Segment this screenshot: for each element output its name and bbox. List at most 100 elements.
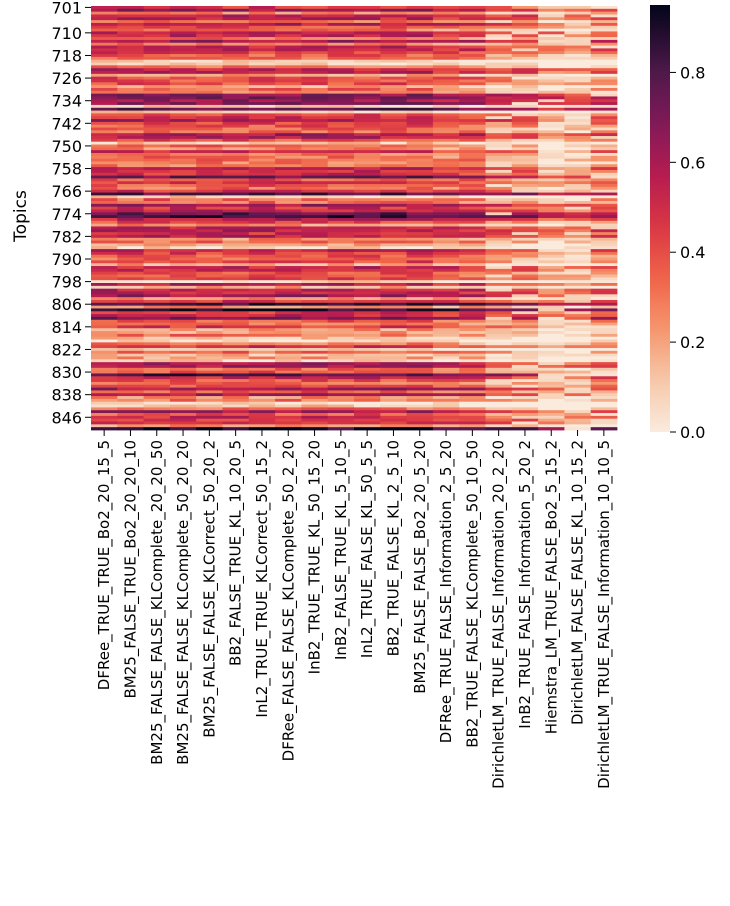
- heatmap-cell: [538, 424, 565, 428]
- heatmap-cell: [564, 68, 592, 72]
- heatmap-cell: [538, 410, 565, 414]
- heatmap-cell: [485, 325, 513, 329]
- heatmap-cell: [275, 427, 302, 431]
- heatmap-cell: [406, 6, 434, 10]
- heatmap-cell: [380, 85, 407, 89]
- heatmap-cell: [590, 427, 618, 431]
- heatmap-cell: [275, 144, 302, 148]
- heatmap-cell: [222, 305, 250, 309]
- heatmap-cell: [275, 353, 302, 357]
- heatmap-cell: [459, 285, 486, 290]
- heatmap-cell: [222, 73, 250, 78]
- heatmap-cell: [485, 14, 513, 18]
- heatmap-cell: [485, 237, 513, 242]
- heatmap-cell: [196, 28, 223, 32]
- heatmap-cell: [564, 195, 592, 199]
- heatmap-cell: [432, 418, 460, 422]
- heatmap-cell: [91, 362, 118, 366]
- heatmap-cell: [196, 136, 223, 140]
- heatmap-cell: [169, 150, 197, 154]
- heatmap-cell: [538, 130, 565, 134]
- heatmap-cell: [590, 325, 618, 329]
- heatmap-cell: [485, 266, 513, 270]
- heatmap-cell: [380, 65, 407, 69]
- heatmap-cell: [511, 348, 539, 352]
- heatmap-cell: [485, 147, 513, 151]
- heatmap-cell: [406, 251, 434, 256]
- heatmap-cell: [432, 266, 460, 270]
- heatmap-cell: [248, 181, 276, 185]
- heatmap-cell: [222, 407, 250, 411]
- heatmap-cell: [248, 215, 276, 219]
- heatmap-cell: [196, 158, 223, 162]
- heatmap-cell: [511, 178, 539, 182]
- heatmap-cell: [380, 28, 407, 32]
- heatmap-cell: [406, 254, 434, 258]
- heatmap-cell: [275, 376, 302, 380]
- y-tick-label: 774: [51, 205, 82, 224]
- heatmap-cell: [248, 266, 276, 270]
- heatmap-cell: [196, 121, 223, 126]
- heatmap-cell: [91, 257, 118, 261]
- heatmap-cell: [406, 285, 434, 290]
- heatmap-cell: [432, 396, 460, 400]
- heatmap-cell: [143, 415, 171, 420]
- heatmap-cell: [406, 133, 434, 137]
- heatmap-cell: [248, 424, 276, 428]
- heatmap-cell: [248, 294, 276, 298]
- heatmap-cell: [354, 263, 381, 267]
- heatmap-cell: [196, 240, 223, 244]
- heatmap-cell: [459, 121, 486, 126]
- heatmap-cell: [143, 333, 171, 338]
- heatmap-cell: [222, 62, 250, 66]
- y-tick-label: 726: [51, 69, 82, 88]
- heatmap-cell: [564, 218, 592, 222]
- heatmap-cell: [590, 232, 618, 236]
- heatmap-cell: [222, 384, 250, 388]
- y-tick-label: 710: [51, 24, 82, 43]
- heatmap-cell: [406, 56, 434, 61]
- heatmap-cell: [459, 99, 486, 103]
- heatmap-cell: [91, 59, 118, 63]
- heatmap-cell: [248, 17, 276, 21]
- heatmap-cell: [301, 257, 329, 261]
- heatmap-cell: [380, 48, 407, 52]
- heatmap-cell: [275, 76, 302, 80]
- heatmap-cell: [380, 376, 407, 380]
- heatmap-cell: [564, 322, 592, 326]
- heatmap-cell: [380, 314, 407, 318]
- heatmap-cell: [301, 311, 329, 315]
- heatmap-cell: [117, 192, 144, 196]
- heatmap-cell: [143, 401, 171, 405]
- heatmap-cell: [169, 28, 197, 32]
- heatmap-cell: [248, 8, 276, 13]
- heatmap-cell: [564, 257, 592, 261]
- heatmap-cell: [275, 195, 302, 199]
- heatmap-cell: [91, 268, 118, 273]
- heatmap-cell: [380, 141, 407, 145]
- heatmap-cell: [564, 147, 592, 151]
- heatmap-cell: [275, 62, 302, 66]
- heatmap-cell: [301, 158, 329, 162]
- heatmap-cell: [169, 184, 197, 188]
- heatmap-cell: [406, 356, 434, 360]
- heatmap-cell: [406, 206, 434, 210]
- heatmap-cell: [590, 322, 618, 326]
- heatmap-cell: [117, 189, 144, 193]
- heatmap-cell: [91, 308, 118, 312]
- heatmap-cell: [564, 393, 592, 397]
- heatmap-cell: [485, 390, 513, 394]
- heatmap-cell: [432, 322, 460, 326]
- heatmap-cell: [354, 54, 381, 58]
- heatmap-cell: [117, 348, 144, 352]
- heatmap-cell: [511, 119, 539, 123]
- heatmap-cell: [590, 407, 618, 411]
- heatmap-cell: [117, 96, 144, 100]
- heatmap-cell: [143, 373, 171, 377]
- heatmap-cell: [590, 353, 618, 357]
- heatmap-cell: [91, 333, 118, 338]
- heatmap-cell: [91, 285, 118, 290]
- heatmap-cell: [485, 104, 513, 109]
- heatmap-cell: [459, 266, 486, 270]
- heatmap-cell: [485, 246, 513, 250]
